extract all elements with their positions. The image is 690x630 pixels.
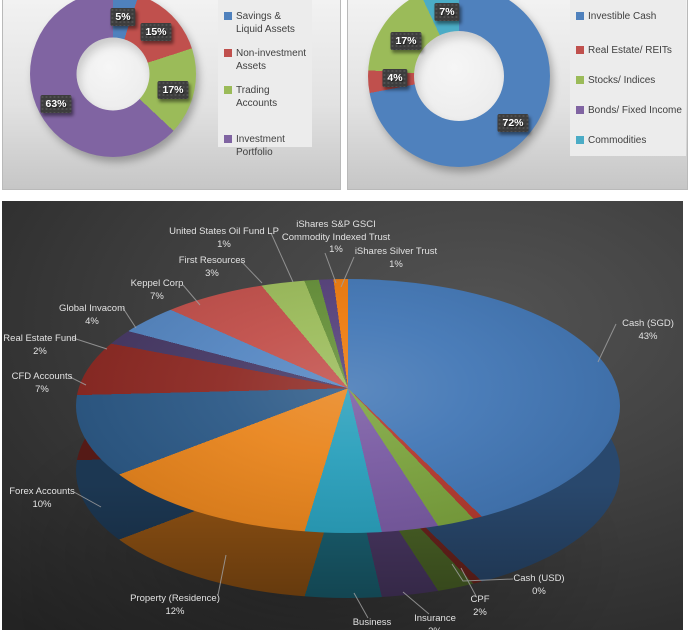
data-label-trading: 17% [157,81,189,99]
pie-category-name: First Resources [178,255,246,266]
pie-category-percent: 43% [638,330,658,342]
legend-marker-icon [224,86,232,94]
legend-item-label: Investment Portfolio [236,134,285,158]
legend-marker-icon [224,49,232,57]
data-label-commodities: 7% [434,3,460,21]
legend-item-label: Stocks/ Indices [588,75,656,86]
pie-category-name: Cash (SGD) [622,318,674,329]
pie-category-label: Cash (SGD) 43% [622,318,674,343]
legend-item[interactable]: Bonds/ Fixed Income [576,104,682,117]
legend-marker-icon [576,46,584,54]
pie-category-label: Property (Residence) 12% [130,593,220,618]
pie-category-label: Cash (USD) 0% [513,573,564,598]
data-label-cash: 72% [497,114,529,132]
pie-category-label: Real Estate Fund 2% [3,333,76,358]
data-label-savings: 5% [110,8,136,26]
legend-marker-icon [576,136,584,144]
legend-item-label: Trading Accounts [236,85,278,109]
pie-category-label: iShares S&P GSCI Commodity Indexed Trust… [274,219,398,257]
pie-category-label: CFD Accounts 7% [12,371,73,396]
legend-item[interactable]: Investment Portfolio [224,133,308,159]
pie-category-name: Business [352,617,392,628]
pie-category-name: CPF [470,594,490,605]
chart-panel-investible-assets: 7% 17% 4% 72% Investible Cash Real Estate… [347,0,688,190]
legend-item-label: Savings & Liquid Assets [236,11,295,35]
pie-category-percent: 4% [85,315,99,327]
pie-category-name: CFD Accounts [11,371,73,382]
leader-lines [69,232,617,619]
legend-item-label: Investible Cash [588,11,657,22]
pie-3d-surface[interactable] [76,279,620,533]
legend-item-label: Commodities [588,135,647,146]
legend-marker-icon [576,12,584,20]
pie-category-percent: 1% [389,258,403,270]
legend-marker-icon [224,12,232,20]
pie-category-name: Global Invacom [58,303,126,314]
legend-item[interactable]: Trading Accounts [224,84,308,110]
data-label-reits: 4% [382,69,408,87]
pie-category-name: Real Estate Fund [3,333,77,344]
doughnut-hole [76,37,150,111]
pie-category-percent: 3% [205,267,219,279]
legend-item-label: Bonds/ Fixed Income [588,105,682,116]
pie-category-label: Keppel Corp 7% [131,278,184,303]
legend-item-label: Non-investment Assets [236,48,307,72]
data-label-investment: 63% [40,95,72,113]
legend-item[interactable]: Commodities [576,134,682,147]
pie-category-percent: 2% [473,606,487,618]
pie-category-label: iShares Silver Trust 1% [355,246,437,271]
data-label-noninvest: 15% [140,23,172,41]
pie-category-percent: 10% [32,498,52,510]
legend-marker-icon [224,135,232,143]
pie-category-label: United States Oil Fund LP 1% [169,226,279,251]
pie-category-name: Insurance [414,613,456,624]
pie-category-name: Property (Residence) [130,593,220,604]
pie-category-percent: 7% [150,290,164,302]
legend-item-label: Real Estate/ REITs [588,45,672,56]
legend-marker-icon [576,106,584,114]
pie-category-label: Global Invacom 4% [59,303,125,328]
legend-item[interactable]: Investible Cash [576,10,682,23]
pie-category-percent: 7% [35,383,49,395]
pie-category-percent: 1% [329,244,343,255]
pie-category-label: Business4% [353,617,392,630]
legend-marker-icon [576,76,584,84]
data-label-stocks: 17% [390,32,422,50]
legend-asset-allocation[interactable]: Savings & Liquid Assets Non-investment As… [218,0,312,158]
pie-category-name: iShares Silver Trust [354,246,438,257]
pie-category-percent: 3% [414,626,456,630]
legend-investible-assets[interactable]: Investible Cash Real Estate/ REITs Stocks/… [570,0,686,156]
legend-item[interactable]: Real Estate/ REITs [576,44,682,57]
pie-category-percent: 1% [217,238,231,250]
pie-category-name: Cash (USD) [513,573,565,584]
legend-item[interactable]: Non-investment Assets [224,47,308,73]
pie-category-label: First Resources 3% [179,255,246,280]
chart-panel-asset-allocation: 5% 15% 17% 63% Savings & Liquid Assets No… [2,0,341,190]
pie-category-name: Forex Accounts [9,486,75,497]
doughnut-hole [414,31,504,121]
pie-category-name: iShares S&P GSCI Commodity Indexed Trust [281,219,391,243]
pie-category-percent: 2% [33,345,47,357]
pie-category-name: United States Oil Fund LP [169,226,279,237]
pie-category-name: Keppel Corp [130,278,184,289]
legend-item[interactable]: Savings & Liquid Assets [224,10,308,36]
pie-category-percent: 12% [165,605,185,617]
pie-category-label: Forex Accounts 10% [9,486,74,511]
pie-category-label: Insurance 3% [414,613,456,630]
pie-category-label: CPF 2% [471,594,490,619]
legend-item[interactable]: Stocks/ Indices [576,74,682,87]
pie-category-percent: 0% [532,585,546,597]
chart-panel-detailed-portfolio: Cash (SGD)43%Cash (USD)0%CPF2%Insurance3… [2,201,683,630]
